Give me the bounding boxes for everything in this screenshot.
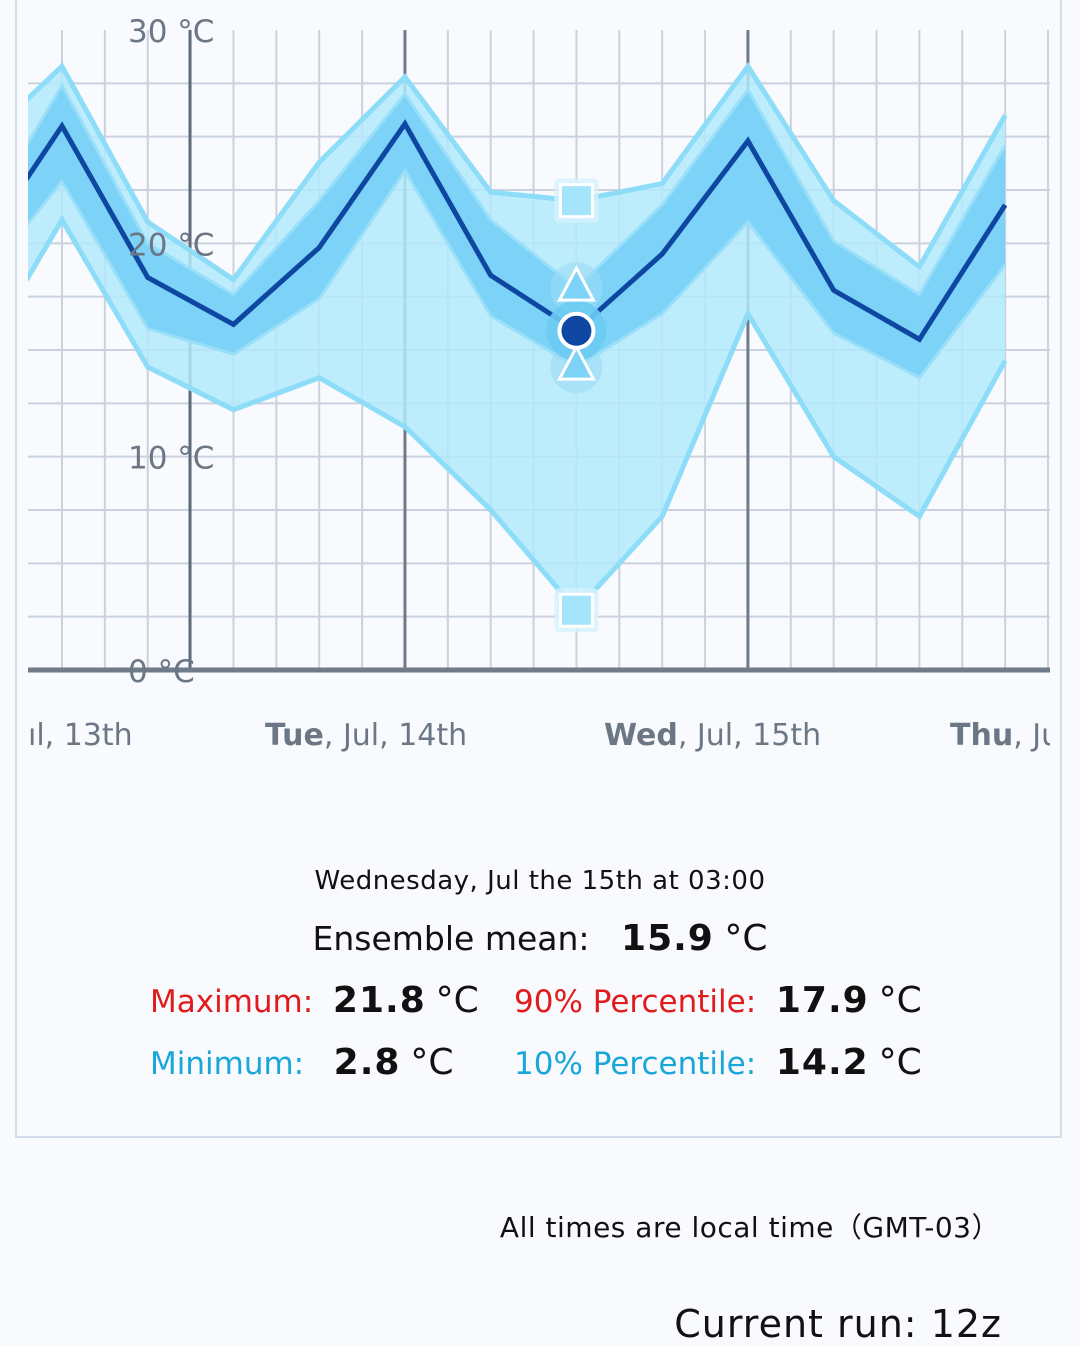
ensemble-mean-label: Ensemble mean: (312, 919, 590, 958)
p10-value: 14.2 (775, 1042, 869, 1083)
minimum-marker (558, 592, 594, 628)
day-label-date: , Ju (1013, 718, 1060, 753)
p90-marker (556, 264, 596, 302)
day-label: ıl, 13th (28, 718, 133, 753)
p10-marker (556, 343, 596, 381)
maximum-row: Maximum: 21.8 °C (150, 980, 479, 1021)
maximum-line (28, 61, 1008, 284)
temperature-chart[interactable]: 30 °C 20 °C 10 °C 0 °C ıl, 13th Tue, Jul, 14t… (0, 0, 1080, 780)
day-label-weekday: Wed (604, 718, 678, 753)
maximum-label: Maximum: (150, 984, 314, 1020)
day-label: Thu, Ju (950, 718, 1060, 753)
day-label-date: , Jul, 15th (678, 718, 821, 753)
day-label: Tue, Jul, 14th (265, 718, 467, 753)
mean-marker (557, 311, 596, 350)
day-label-date: ıl, 13th (28, 718, 133, 753)
day-label-weekday: Thu (950, 718, 1013, 753)
p90-row: 90% Percentile: 17.9 °C (514, 980, 922, 1021)
y-tick-label: 10 °C (128, 441, 214, 477)
p90-unit: °C (878, 980, 922, 1021)
minimum-value: 2.8 (333, 1042, 401, 1083)
maximum-value: 21.8 (332, 980, 426, 1021)
p90-label: 90% Percentile: (514, 984, 757, 1020)
minimum-label: Minimum: (150, 1046, 305, 1082)
p10-line (28, 167, 1007, 380)
series-group (28, 61, 1008, 615)
y-tick-label: 20 °C (128, 227, 214, 263)
p90-line (28, 82, 1007, 297)
y-tick-label: 0 °C (128, 654, 195, 690)
day-label-date: , Jul, 14th (324, 718, 467, 753)
minimum-line (28, 214, 1008, 615)
maximum-marker (558, 183, 594, 219)
ensemble-mean-unit: °C (724, 918, 768, 959)
ensemble-mean-row: Ensemble mean: 15.9 °C (0, 918, 1080, 959)
day-label: Wed, Jul, 15th (604, 718, 821, 753)
p90-value: 17.9 (775, 980, 869, 1021)
selected-datetime: Wednesday, Jul the 15th at 03:00 (314, 866, 766, 896)
p10-row: 10% Percentile: 14.2 °C (514, 1042, 922, 1083)
current-run: Current run: 12z (674, 1302, 1002, 1346)
ensemble-mean-value: 15.9 (621, 918, 714, 959)
maximum-unit: °C (435, 980, 479, 1021)
minimum-unit: °C (410, 1042, 454, 1083)
minimum-row: Minimum: 2.8 °C (150, 1042, 453, 1083)
timezone-note: All times are local time（GMT-03） (499, 1211, 1000, 1244)
p10-unit: °C (878, 1042, 922, 1083)
day-label-weekday: Tue (265, 718, 324, 753)
y-tick-label: 30 °C (128, 14, 214, 50)
p10-label: 10% Percentile: (514, 1046, 757, 1082)
mean-line (28, 119, 1008, 343)
